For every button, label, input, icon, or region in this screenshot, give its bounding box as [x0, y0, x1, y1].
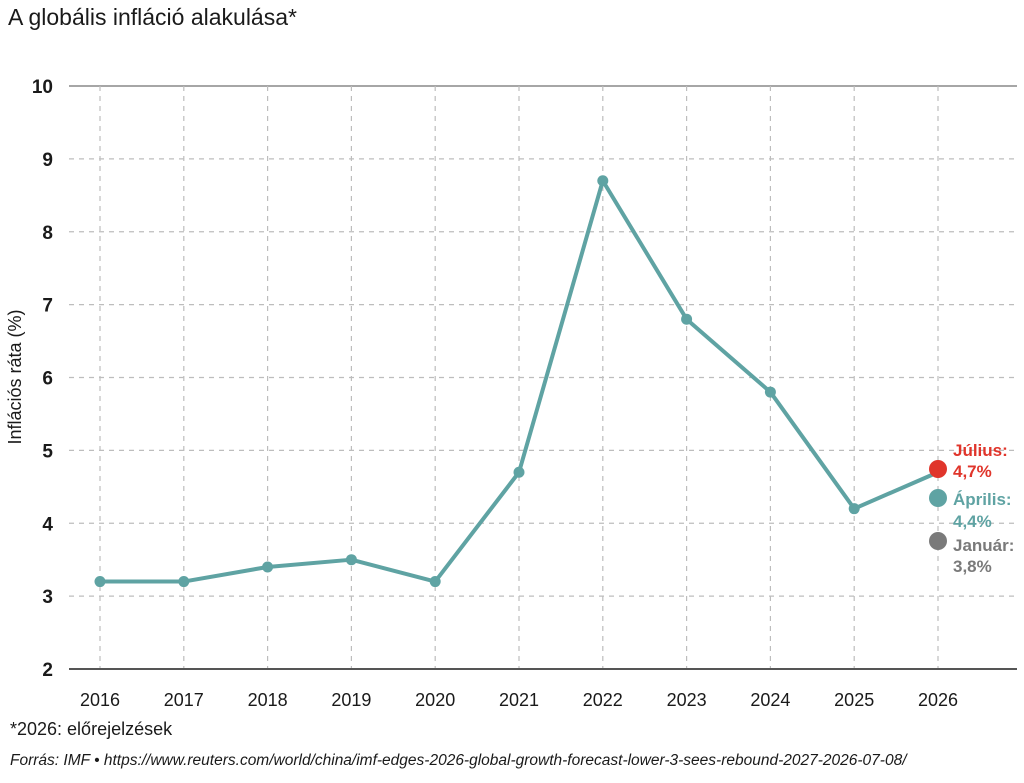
- x-tick-label: 2023: [667, 690, 707, 710]
- x-tick-label: 2024: [750, 690, 790, 710]
- forecast-marker: [929, 532, 947, 550]
- source-note: Forrás: IMF • https://www.reuters.com/wo…: [10, 752, 907, 769]
- x-tick-label: 2019: [331, 690, 371, 710]
- x-tick-label: 2016: [80, 690, 120, 710]
- x-tick-label: 2021: [499, 690, 539, 710]
- y-tick-label: 7: [42, 296, 53, 317]
- x-tick-label: 2020: [415, 690, 455, 710]
- data-point: [681, 313, 693, 325]
- y-tick-label: 5: [42, 441, 53, 462]
- data-point: [178, 576, 190, 588]
- forecast-value-label: 3,8%: [953, 557, 992, 576]
- forecast-label: Április:: [953, 490, 1012, 509]
- y-tick-label: 2: [42, 660, 53, 681]
- forecast-marker: [929, 489, 947, 507]
- forecast-label: Július:: [953, 441, 1008, 460]
- data-point: [94, 576, 106, 588]
- y-tick-label: 6: [42, 369, 53, 390]
- footnote: *2026: előrejelzések: [10, 719, 173, 739]
- data-point: [429, 576, 441, 588]
- x-tick-label: 2017: [164, 690, 204, 710]
- forecast-marker: [929, 460, 947, 478]
- y-tick-label: 10: [32, 77, 53, 98]
- y-tick-label: 4: [42, 514, 53, 535]
- data-point: [764, 386, 776, 398]
- data-point: [848, 503, 860, 515]
- x-tick-labels: 2016 2017 2018 2019 2020 2021 2022 2023 2024 2025…: [80, 690, 958, 710]
- forecast-value-label: 4,7%: [953, 462, 992, 481]
- x-tick-label: 2022: [583, 690, 623, 710]
- x-tick-label: 2018: [248, 690, 288, 710]
- series: [94, 175, 944, 588]
- x-tick-label: 2026: [918, 690, 958, 710]
- data-point: [345, 554, 357, 566]
- y-tick-label: 8: [42, 223, 53, 244]
- data-point: [262, 561, 274, 573]
- forecast-label: Január:: [953, 536, 1014, 555]
- y-axis-label: Inflációs ráta (%): [5, 309, 25, 444]
- x-tick-label: 2025: [834, 690, 874, 710]
- forecast-markers: Július: 4,7% Április: 4,4% Január: 3,8%: [929, 441, 1014, 576]
- grid-lines: [69, 85, 1017, 670]
- y-tick-label: 3: [42, 587, 53, 608]
- y-tick-label: 9: [42, 150, 53, 171]
- data-point: [597, 175, 609, 187]
- forecast-value-label: 4,4%: [953, 512, 992, 531]
- y-tick-labels: 2 3 4 5 6 7 8 9 10: [32, 77, 54, 681]
- chart-title: A globális infláció alakulása*: [8, 4, 297, 30]
- data-point: [513, 466, 525, 478]
